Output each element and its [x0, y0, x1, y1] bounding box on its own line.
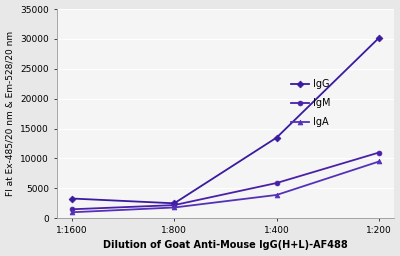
Line: IgA: IgA [70, 159, 382, 215]
IgM [377, 151, 382, 154]
IgM [274, 182, 279, 185]
IgM [172, 204, 177, 207]
Line: IgM: IgM [70, 150, 382, 212]
IgG [70, 197, 74, 200]
Legend: IgG, IgM, IgA: IgG, IgM, IgA [291, 79, 330, 127]
X-axis label: Dilution of Goat Anti-Mouse IgG(H+L)-AF488: Dilution of Goat Anti-Mouse IgG(H+L)-AF4… [103, 240, 348, 250]
IgG [274, 136, 279, 139]
IgA [172, 206, 177, 209]
Y-axis label: FI at Ex-485/20 nm & Em-528/20 nm: FI at Ex-485/20 nm & Em-528/20 nm [6, 31, 14, 196]
IgM [70, 208, 74, 211]
IgA [377, 160, 382, 163]
Line: IgG: IgG [70, 35, 382, 206]
IgG [172, 202, 177, 205]
IgA [70, 211, 74, 214]
IgG [377, 36, 382, 39]
IgA [274, 193, 279, 196]
